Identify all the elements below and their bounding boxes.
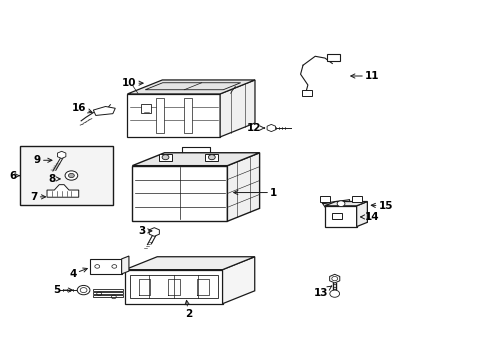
Polygon shape bbox=[325, 206, 356, 226]
Circle shape bbox=[77, 285, 90, 295]
Polygon shape bbox=[222, 257, 254, 304]
Polygon shape bbox=[20, 146, 113, 205]
Text: 7: 7 bbox=[30, 192, 45, 202]
Text: 12: 12 bbox=[246, 123, 264, 133]
Polygon shape bbox=[302, 90, 311, 96]
Circle shape bbox=[208, 155, 215, 160]
Polygon shape bbox=[205, 154, 218, 161]
Text: 11: 11 bbox=[350, 71, 379, 81]
Circle shape bbox=[336, 201, 344, 207]
Text: 1: 1 bbox=[233, 188, 277, 198]
Text: 5: 5 bbox=[53, 285, 72, 295]
Polygon shape bbox=[220, 80, 254, 137]
Text: 14: 14 bbox=[360, 212, 379, 222]
Text: 9: 9 bbox=[34, 155, 52, 165]
Polygon shape bbox=[329, 274, 339, 283]
Polygon shape bbox=[127, 80, 254, 94]
Polygon shape bbox=[159, 154, 171, 161]
Polygon shape bbox=[149, 228, 159, 236]
Polygon shape bbox=[320, 196, 329, 202]
Polygon shape bbox=[93, 289, 122, 291]
Circle shape bbox=[329, 290, 339, 297]
Text: 6: 6 bbox=[9, 171, 20, 181]
Polygon shape bbox=[125, 270, 222, 304]
Polygon shape bbox=[93, 292, 122, 294]
Polygon shape bbox=[325, 202, 366, 206]
Polygon shape bbox=[47, 185, 79, 197]
Polygon shape bbox=[93, 295, 122, 297]
Polygon shape bbox=[266, 125, 275, 132]
Polygon shape bbox=[57, 151, 66, 158]
Polygon shape bbox=[132, 153, 259, 166]
Polygon shape bbox=[93, 107, 115, 116]
Text: 15: 15 bbox=[370, 201, 392, 211]
Polygon shape bbox=[227, 153, 259, 221]
Polygon shape bbox=[183, 98, 191, 134]
Text: 4: 4 bbox=[69, 268, 87, 279]
Text: 8: 8 bbox=[48, 174, 60, 184]
Polygon shape bbox=[127, 94, 220, 137]
Polygon shape bbox=[356, 202, 366, 226]
Polygon shape bbox=[327, 54, 339, 61]
Text: 10: 10 bbox=[122, 78, 143, 88]
Polygon shape bbox=[351, 196, 361, 202]
Polygon shape bbox=[90, 259, 122, 274]
Polygon shape bbox=[156, 98, 163, 134]
Polygon shape bbox=[122, 256, 129, 274]
Polygon shape bbox=[132, 166, 227, 221]
Polygon shape bbox=[125, 257, 254, 270]
Circle shape bbox=[162, 155, 168, 160]
Text: 2: 2 bbox=[184, 300, 192, 319]
Text: 16: 16 bbox=[71, 103, 92, 113]
Circle shape bbox=[65, 171, 78, 180]
Text: 13: 13 bbox=[314, 286, 331, 298]
Text: 3: 3 bbox=[138, 226, 152, 236]
Polygon shape bbox=[141, 104, 151, 113]
Circle shape bbox=[68, 174, 74, 178]
Polygon shape bbox=[331, 213, 341, 219]
